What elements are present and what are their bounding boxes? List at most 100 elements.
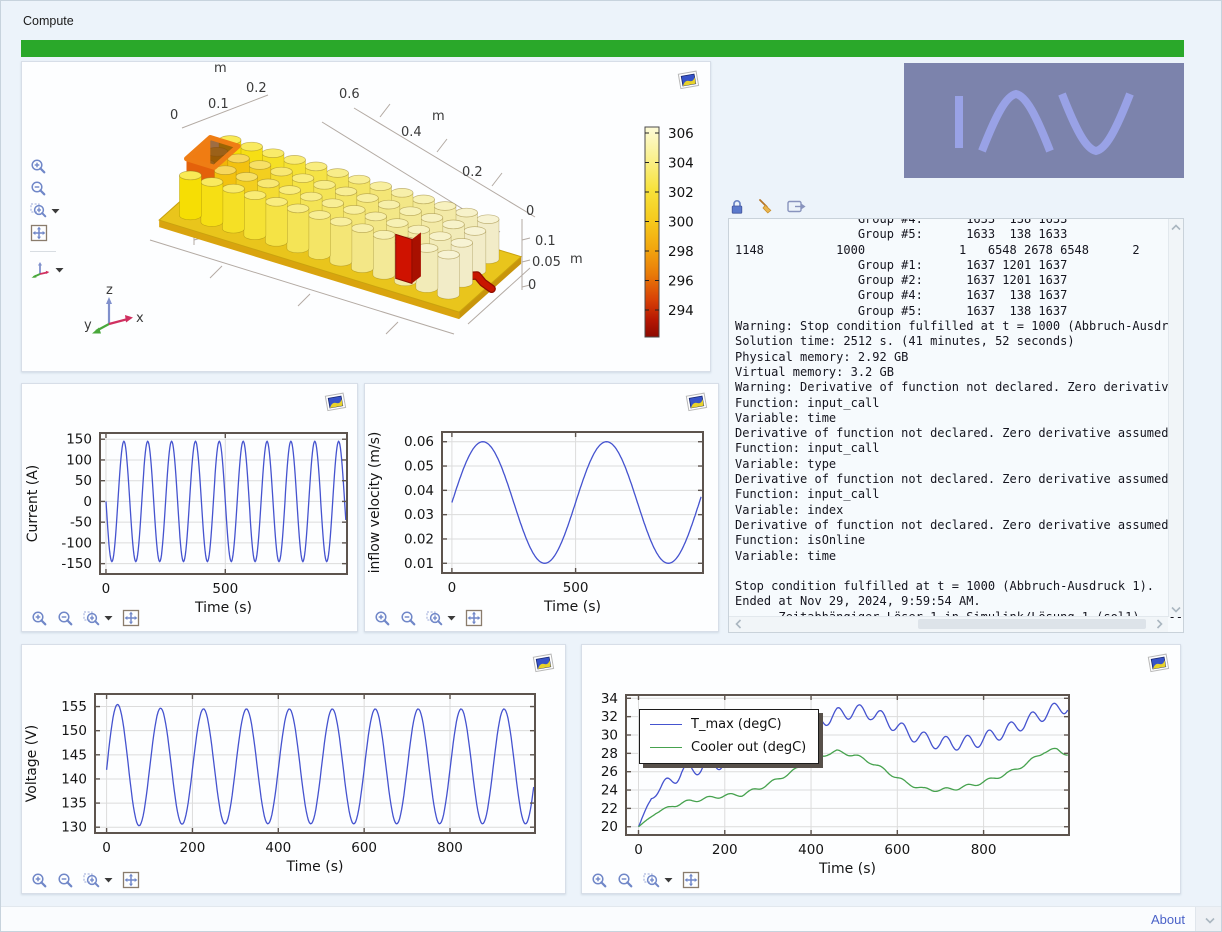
svg-text:y: y bbox=[84, 318, 92, 333]
about-link[interactable]: About bbox=[1151, 912, 1185, 927]
svg-text:0.02: 0.02 bbox=[404, 531, 434, 547]
svg-text:0.2: 0.2 bbox=[462, 165, 483, 180]
svg-text:0.05: 0.05 bbox=[532, 255, 561, 270]
clear-log-icon[interactable] bbox=[757, 198, 774, 215]
zoom-in-icon[interactable] bbox=[30, 158, 47, 175]
svg-text:400: 400 bbox=[798, 842, 824, 858]
svg-text:34: 34 bbox=[601, 691, 618, 707]
svg-text:26: 26 bbox=[601, 764, 618, 780]
svg-text:Time (s): Time (s) bbox=[818, 861, 876, 877]
zoom-box-icon[interactable] bbox=[83, 872, 101, 889]
caret-down-icon[interactable] bbox=[104, 615, 113, 621]
lock-icon[interactable] bbox=[730, 199, 744, 215]
svg-text:0.01: 0.01 bbox=[404, 556, 434, 572]
svg-text:28: 28 bbox=[601, 746, 618, 762]
zoom-out-icon[interactable] bbox=[400, 610, 417, 627]
svg-text:z: z bbox=[106, 283, 113, 298]
svg-text:20: 20 bbox=[601, 819, 618, 835]
caret-down-icon[interactable] bbox=[447, 615, 456, 621]
temperature-chart: 0 200 400 600 800 34 32 30 28 26 24 22 20 Time (s) bbox=[601, 691, 1070, 877]
zoom-extents-icon[interactable] bbox=[465, 609, 483, 627]
svg-text:0.4: 0.4 bbox=[401, 125, 422, 140]
svg-text:304: 304 bbox=[668, 156, 694, 172]
legend: T_max (degC) Cooler out (degC) bbox=[639, 709, 820, 764]
view-orientation-icon[interactable] bbox=[30, 261, 52, 278]
legend-entry: Cooler out (degC) bbox=[650, 740, 806, 755]
iav-logo-graphic bbox=[904, 63, 1184, 178]
zoom-box-icon[interactable] bbox=[426, 610, 444, 627]
zoom-box-icon[interactable] bbox=[30, 202, 48, 219]
svg-text:0.03: 0.03 bbox=[404, 507, 434, 523]
svg-text:0: 0 bbox=[83, 494, 92, 510]
plot-window-icon[interactable] bbox=[531, 652, 557, 674]
legend-line-swatch bbox=[650, 747, 682, 748]
scroll-left-icon[interactable] bbox=[731, 618, 745, 630]
caret-down-icon[interactable] bbox=[51, 208, 60, 214]
svg-text:x: x bbox=[136, 311, 144, 326]
zoom-in-icon[interactable] bbox=[374, 610, 391, 627]
scroll-down-icon[interactable] bbox=[1169, 603, 1183, 615]
scroll-thumb[interactable] bbox=[918, 619, 1146, 629]
plot-window-icon[interactable] bbox=[1146, 652, 1172, 674]
plot-window-icon[interactable] bbox=[323, 391, 349, 413]
svg-text:150: 150 bbox=[66, 432, 92, 448]
svg-text:145: 145 bbox=[61, 747, 87, 763]
zoom-box-icon[interactable] bbox=[83, 610, 101, 627]
svg-text:-100: -100 bbox=[61, 535, 92, 551]
solver-log-panel[interactable]: Group #4: 1633 138 1633 Group #5: 1633 1… bbox=[728, 218, 1184, 633]
zoom-extents-icon[interactable] bbox=[30, 224, 48, 242]
svg-text:300: 300 bbox=[668, 215, 694, 231]
svg-text:800: 800 bbox=[437, 840, 463, 856]
svg-text:0: 0 bbox=[448, 580, 457, 596]
voltage-plot-panel: 0 200 400 600 800 155 150 145 140 135 130 Time (s) V… bbox=[21, 644, 566, 894]
zoom-out-icon[interactable] bbox=[57, 872, 74, 889]
svg-text:0: 0 bbox=[102, 840, 111, 856]
svg-text:0: 0 bbox=[102, 581, 111, 597]
horizontal-scrollbar[interactable] bbox=[729, 616, 1168, 632]
zoom-box-icon[interactable] bbox=[643, 872, 661, 889]
svg-text:0: 0 bbox=[170, 108, 178, 123]
open-in-window-icon[interactable] bbox=[787, 199, 807, 214]
svg-text:0.05: 0.05 bbox=[404, 459, 434, 475]
zoom-out-icon[interactable] bbox=[57, 610, 74, 627]
caret-down-icon[interactable] bbox=[104, 877, 113, 883]
zoom-in-icon[interactable] bbox=[31, 872, 48, 889]
plot-window-icon[interactable] bbox=[684, 391, 710, 413]
svg-text:-150: -150 bbox=[61, 556, 92, 572]
svg-text:Time (s): Time (s) bbox=[543, 599, 601, 615]
chevron-down-icon[interactable] bbox=[1195, 907, 1221, 931]
svg-text:294: 294 bbox=[668, 303, 694, 319]
svg-text:0.1: 0.1 bbox=[208, 97, 229, 112]
zoom-out-icon[interactable] bbox=[30, 180, 47, 197]
zoom-extents-icon[interactable] bbox=[122, 609, 140, 627]
vertical-scrollbar[interactable] bbox=[1168, 219, 1183, 617]
zoom-extents-icon[interactable] bbox=[122, 871, 140, 889]
svg-text:0.06: 0.06 bbox=[404, 434, 434, 450]
svg-text:50: 50 bbox=[75, 473, 92, 489]
scroll-up-icon[interactable] bbox=[1169, 221, 1183, 233]
zoom-out-icon[interactable] bbox=[617, 872, 634, 889]
svg-text:0: 0 bbox=[528, 278, 536, 293]
caret-down-icon[interactable] bbox=[55, 267, 64, 273]
compute-button[interactable]: Compute bbox=[23, 14, 74, 28]
plot-window-icon[interactable] bbox=[676, 69, 702, 91]
svg-text:800: 800 bbox=[971, 842, 997, 858]
caret-down-icon[interactable] bbox=[664, 877, 673, 883]
zoom-in-icon[interactable] bbox=[31, 610, 48, 627]
zoom-in-icon[interactable] bbox=[591, 872, 608, 889]
svg-text:0.1: 0.1 bbox=[535, 234, 556, 249]
legend-line-swatch bbox=[650, 724, 682, 725]
progress-fill bbox=[21, 40, 1184, 57]
svg-text:100: 100 bbox=[66, 452, 92, 468]
svg-text:200: 200 bbox=[712, 842, 738, 858]
svg-text:200: 200 bbox=[180, 840, 206, 856]
svg-text:-50: -50 bbox=[70, 515, 92, 531]
svg-text:inflow velocity (m/s): inflow velocity (m/s) bbox=[367, 432, 383, 574]
scroll-right-icon[interactable] bbox=[1152, 618, 1166, 630]
svg-text:m: m bbox=[570, 252, 583, 267]
log-text[interactable]: Group #4: 1633 138 1633 Group #5: 1633 1… bbox=[735, 218, 1183, 624]
zoom-extents-icon[interactable] bbox=[682, 871, 700, 889]
